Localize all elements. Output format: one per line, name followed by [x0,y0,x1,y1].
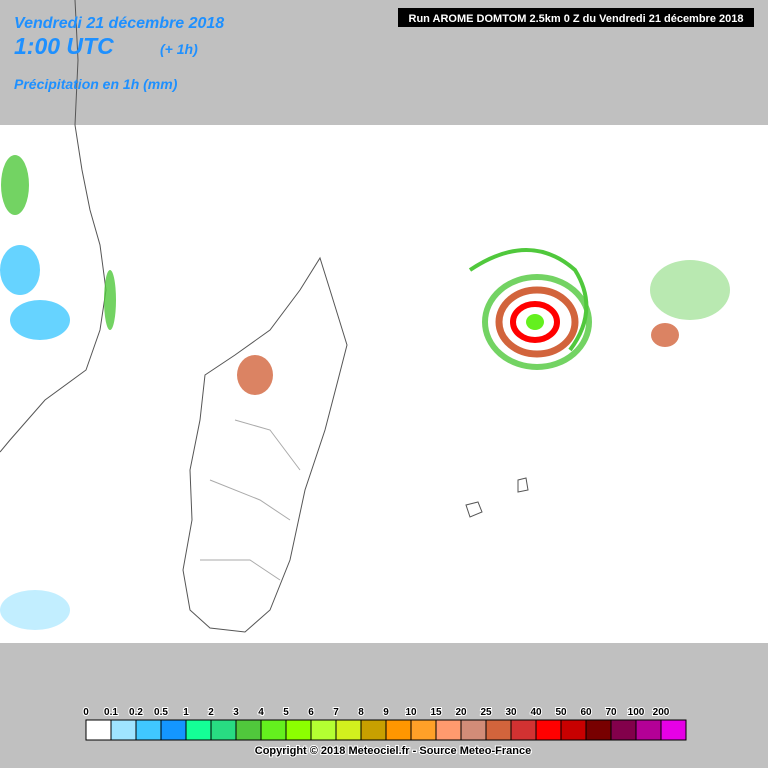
copyright: Copyright © 2018 Meteociel.fr - Source M… [255,745,531,757]
legend-swatch [310,719,337,741]
rain [650,260,730,320]
legend-swatch [635,719,662,741]
legend-swatch [660,719,687,741]
legend-label: 0.1 [104,707,118,718]
legend-swatch [135,719,162,741]
rain [10,300,70,340]
islands [465,477,529,518]
rain [651,323,679,347]
eyewall [510,301,560,343]
legend-label: 1 [183,707,189,718]
legend-label: 15 [430,707,442,718]
legend-label: 6 [308,707,314,718]
legend-label: 20 [455,707,467,718]
legend-label: 200 [653,707,670,718]
rain [1,155,29,215]
legend-label: 100 [628,707,645,718]
rain [104,270,116,330]
legend-label: 50 [555,707,567,718]
legend-swatch [260,719,287,741]
legend-label: 60 [580,707,592,718]
africa-coast [0,0,107,453]
madagascar [182,256,348,633]
legend-label: 7 [333,707,339,718]
legend-label: 25 [480,707,492,718]
legend-swatch [85,719,112,741]
offset: (+ 1h) [160,41,198,57]
legend-swatch [385,719,412,741]
legend-swatch [360,719,387,741]
legend-swatch [585,719,612,741]
legend-swatch [285,719,312,741]
rain [0,245,40,295]
legend-swatch [410,719,437,741]
legend-swatch [335,719,362,741]
band [482,274,592,370]
legend-label: 0.2 [129,707,143,718]
legend-swatch [435,719,462,741]
regions [200,419,301,581]
legend-label: 0 [83,707,89,718]
legend-swatch [185,719,212,741]
rain [0,590,70,630]
legend-label: 70 [605,707,617,718]
legend-label: 9 [383,707,389,718]
map-area [0,125,768,643]
legend-label: 4 [258,707,264,718]
legend-label: 5 [283,707,289,718]
rain [237,355,273,395]
legend-label: 3 [233,707,239,718]
legend-swatch [510,719,537,741]
legend-swatch [560,719,587,741]
legend-label: 8 [358,707,364,718]
legend-swatch [160,719,187,741]
time: 1:00 UTC [14,33,114,59]
legend-swatch [110,719,137,741]
date: Vendredi 21 décembre 2018 [14,15,224,32]
cyclone [468,248,592,370]
coastlines [0,0,529,633]
legend-swatch [235,719,262,741]
product: Précipitation en 1h (mm) [14,76,178,92]
legend-label: 0.5 [154,707,168,718]
legend-swatch [535,719,562,741]
run-box [398,8,754,27]
legend-swatch [610,719,637,741]
rain-areas [0,155,730,630]
eye [526,314,544,330]
legend-label: 30 [505,707,517,718]
legend-label: 40 [530,707,542,718]
legend-label: 10 [405,707,417,718]
legend-swatch [460,719,487,741]
legend-swatch [210,719,237,741]
spiral-band [468,248,589,352]
legend: 0 0.1 0.2 0.5 1 2 3 4 5 6 7 8 9 10 15 20 25 30 40 50 60 70 100… [82,706,687,741]
run: Run AROME DOMTOM 2.5km 0 Z du Vendredi 2… [409,13,744,25]
legend-label: 2 [208,707,214,718]
band [495,286,579,358]
legend-swatch [485,719,512,741]
